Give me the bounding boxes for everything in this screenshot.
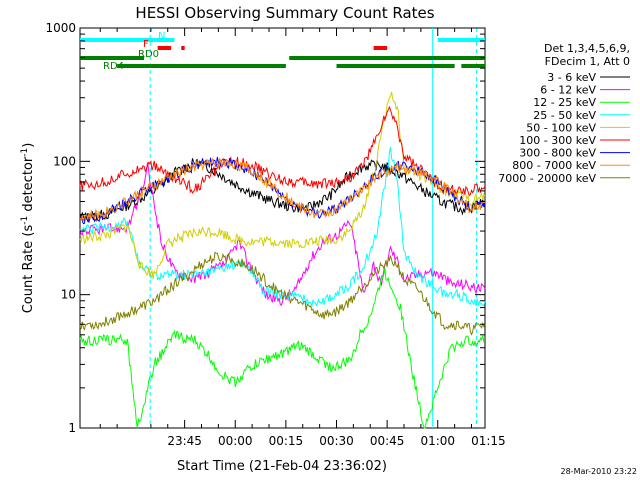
y-tick-label: 1 [68, 421, 76, 435]
y-axis-ticks: 1 10 100 1000 [45, 21, 485, 435]
legend-label: 6 - 12 keV [540, 84, 596, 97]
y-axis-label-sup1: -1 [20, 216, 30, 225]
footer-date: 28-Mar-2010 23:22 [561, 467, 638, 476]
series-lines [79, 91, 486, 429]
flag-label: RD0 [138, 49, 159, 60]
plot-frame [79, 27, 486, 429]
x-axis-ticks: 23:45 00:00 00:15 00:30 00:45 01:00 01:15 [99, 28, 506, 448]
y-axis-label-main: Count Rate (s [21, 225, 36, 314]
legend-label: 300 - 800 keV [519, 147, 596, 160]
x-tick-label: 23:45 [167, 434, 202, 448]
series-line [79, 156, 486, 225]
legend-header-line-2: FDecim 1, Att 0 [545, 55, 630, 68]
series-line [79, 146, 486, 308]
y-tick-label: 10 [61, 288, 76, 302]
x-tick-label: 01:00 [420, 434, 455, 448]
x-axis-label: Start Time (21-Feb-04 23:36:02) [177, 459, 387, 474]
x-tick-label: 00:00 [218, 434, 253, 448]
flag-label: RD4 [103, 61, 124, 72]
y-tick-label: 100 [53, 154, 76, 168]
flag-vertical-lines [149, 28, 478, 428]
legend-label: 7000 - 20000 keV [498, 172, 596, 185]
flag-label: F [143, 39, 149, 50]
x-tick-label: 00:30 [319, 434, 354, 448]
legend-label: 100 - 300 keV [519, 134, 596, 147]
y-axis-label-end: ) [21, 143, 36, 148]
series-line [79, 251, 486, 336]
x-tick-label: 00:15 [269, 434, 304, 448]
series-line [79, 91, 486, 280]
series-line [79, 157, 486, 222]
y-tick-label: 1000 [45, 21, 76, 35]
legend: Det 1,3,4,5,6,9, FDecim 1, Att 0 3 - 6 k… [498, 42, 630, 185]
legend-label: 50 - 100 keV [526, 121, 596, 134]
x-tick-label: 01:15 [471, 434, 506, 448]
y-axis-label-mid: detector [21, 156, 36, 216]
series-line [79, 105, 486, 197]
series-line [79, 268, 486, 429]
x-tick-label: 00:45 [370, 434, 405, 448]
legend-label: 25 - 50 keV [533, 109, 596, 122]
flag-label: N [158, 31, 165, 42]
y-axis-label: Count Rate (s-1 detector-1) [20, 143, 36, 314]
chart-title: HESSI Observing Summary Count Rates [135, 4, 434, 22]
legend-label: 12 - 25 keV [533, 96, 596, 109]
legend-label: 3 - 6 keV [547, 71, 596, 84]
legend-label: 800 - 7000 keV [512, 159, 596, 172]
legend-header-line-1: Det 1,3,4,5,6,9, [544, 42, 630, 55]
series-line [79, 162, 486, 306]
y-axis-label-sup2: -1 [20, 148, 30, 157]
